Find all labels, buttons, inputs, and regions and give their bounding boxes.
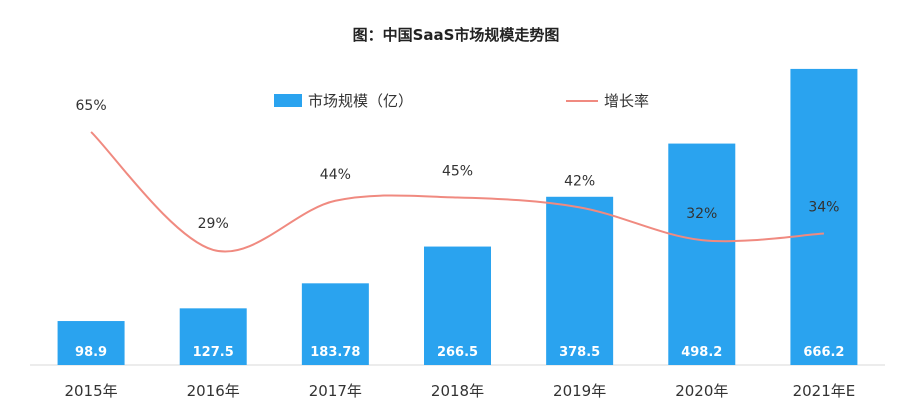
bar-value-label-3: 266.5 (437, 345, 478, 360)
legend-label-growth-rate: 增长率 (604, 92, 649, 110)
chart-title: 图：中国SaaS市场规模走势图 (353, 26, 560, 44)
bar-value-label-5: 498.2 (681, 345, 722, 360)
growth-rate-label-2: 44% (320, 167, 351, 183)
bar-value-label-1: 127.5 (193, 345, 234, 360)
growth-rate-label-4: 42% (564, 173, 595, 189)
growth-rate-label-6: 34% (808, 200, 839, 216)
legend: 市场规模（亿） 增长率 (274, 92, 649, 110)
bar-3 (424, 246, 491, 365)
x-tick-label-0: 2015年 (64, 382, 117, 400)
bar-2 (301, 283, 369, 365)
x-axis-ticks: 2015年 2016年 2017年 2018年 2019年 2020年 2021年E (64, 382, 855, 400)
x-tick-label-6: 2021年E (793, 382, 856, 400)
bar-1 (179, 308, 247, 365)
bar-4 (546, 196, 614, 365)
bar-5 (668, 143, 736, 365)
bar-6 (790, 68, 858, 366)
growth-rate-series: 65% 29% 44% 45% 42% 32% 34% (76, 98, 839, 253)
x-tick-label-5: 2020年 (675, 382, 728, 400)
legend-swatch-market-size (274, 94, 302, 107)
bar-value-label-2: 183.78 (310, 345, 360, 360)
growth-rate-label-3: 45% (442, 164, 473, 180)
growth-rate-label-1: 29% (198, 216, 229, 232)
x-tick-label-1: 2016年 (187, 382, 240, 400)
x-tick-label-2: 2017年 (309, 382, 362, 400)
growth-rate-label-5: 32% (686, 206, 717, 222)
bar-0 (57, 321, 125, 365)
legend-label-market-size: 市场规模（亿） (308, 92, 413, 110)
bar-value-label-6: 666.2 (803, 345, 844, 360)
bar-value-label-4: 378.5 (559, 345, 600, 360)
bar-value-label-0: 98.9 (75, 345, 107, 360)
x-tick-label-3: 2018年 (431, 382, 484, 400)
x-tick-label-4: 2019年 (553, 382, 606, 400)
growth-rate-label-0: 65% (76, 98, 107, 114)
bars: 98.9 127.5 183.78 266.5 378.5 498.2 666.2 (57, 68, 858, 366)
